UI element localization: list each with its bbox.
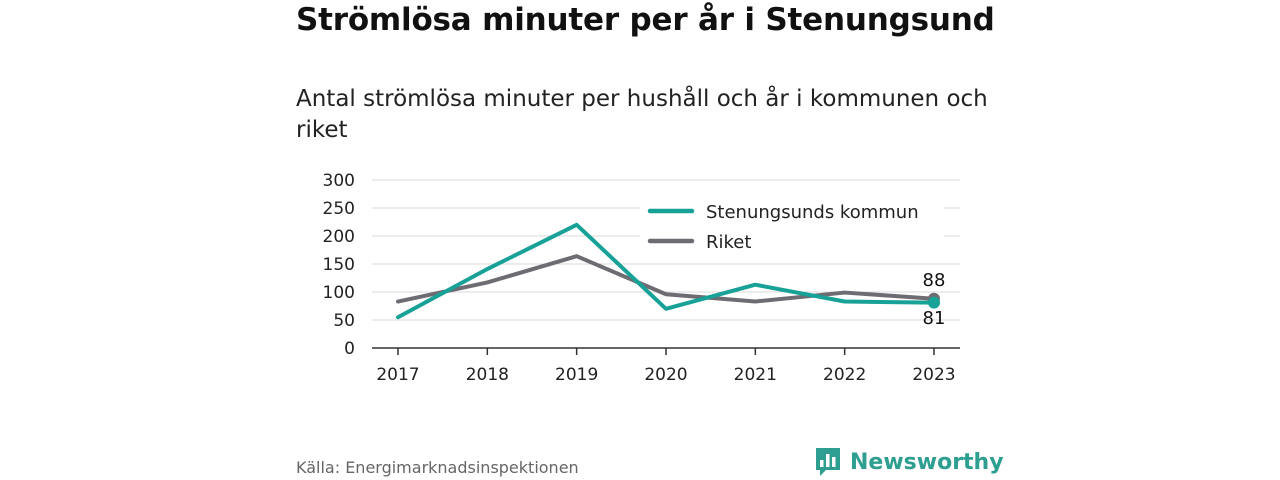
- x-tick-label: 2018: [466, 365, 509, 385]
- y-tick-label: 0: [344, 339, 355, 359]
- legend-label: Stenungsunds kommun: [706, 202, 919, 223]
- chart-title: Strömlösa minuter per år i Stenungsund: [296, 2, 995, 38]
- bar-chart-icon: [816, 448, 840, 476]
- chart-subtitle: Antal strömlösa minuter per hushåll och …: [296, 86, 988, 143]
- axes: 0 50 100 150 200 250 300 2017 2018 2019 2020 2021 20…: [323, 171, 960, 385]
- series-lines: 88 81: [396, 222, 946, 329]
- logo-text: Newsworthy: [850, 449, 1004, 475]
- x-tick-label: 2022: [823, 365, 866, 385]
- legend-background: [640, 196, 944, 258]
- series-line-stenungsund: [396, 222, 936, 320]
- y-tick-label: 150: [323, 255, 355, 275]
- y-tick-label: 250: [323, 199, 355, 219]
- end-point-stenungsund: [927, 296, 940, 309]
- x-tick-label: 2020: [644, 365, 687, 385]
- x-tick-label: 2023: [912, 365, 955, 385]
- x-tick-label: 2021: [734, 365, 777, 385]
- y-tick-label: 300: [323, 171, 355, 191]
- y-tick-label: 200: [323, 227, 355, 247]
- source-note: Källa: Energimarknadsinspektionen: [296, 458, 579, 477]
- legend-label: Riket: [706, 232, 751, 253]
- legend: Stenungsunds kommun Riket: [640, 196, 944, 258]
- x-tick-label: 2017: [376, 365, 419, 385]
- y-tick-label: 100: [323, 283, 355, 303]
- x-tick-label: 2019: [555, 365, 598, 385]
- series-line-riket: [396, 254, 936, 304]
- end-label-stenungsund: 81: [923, 308, 946, 329]
- end-label-riket: 88: [923, 270, 946, 291]
- newsworthy-logo: Newsworthy: [814, 446, 1004, 478]
- y-tick-label: 50: [333, 311, 355, 331]
